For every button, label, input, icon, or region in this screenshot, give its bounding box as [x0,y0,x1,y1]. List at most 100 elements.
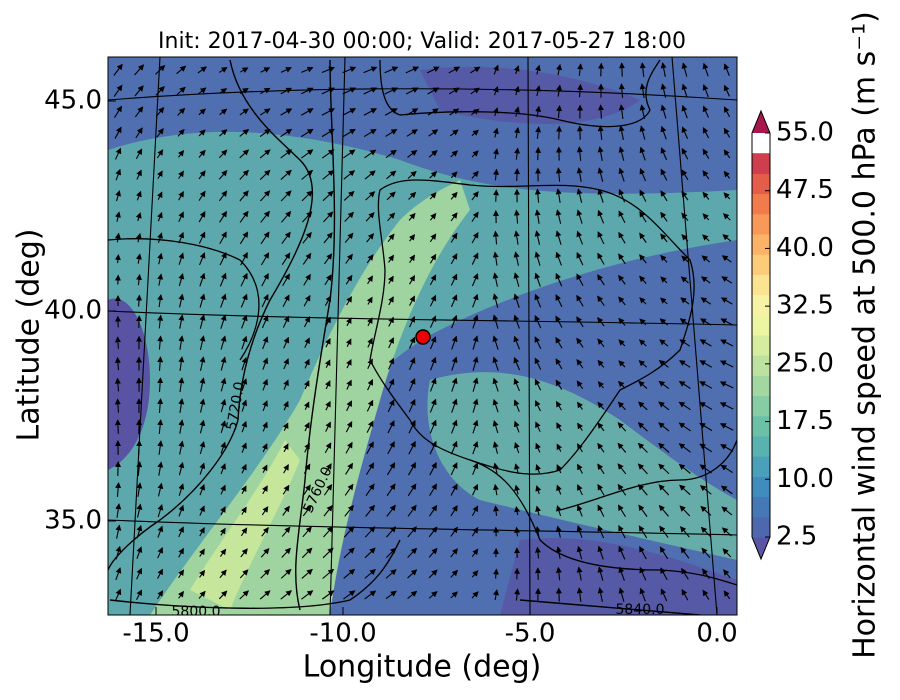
wind-arrow [115,190,121,202]
wind-arrow [576,504,583,517]
wind-arrow [618,104,625,119]
wind-arrow [513,251,520,266]
wind-arrow [302,505,312,517]
wind-arrow [178,272,185,287]
wind-arrow [345,338,352,347]
wind-arrow [260,252,270,266]
wind-arrow [450,294,458,308]
wind-arrow [157,504,164,518]
wind-arrow [450,171,458,179]
wind-arrow [114,126,122,139]
x-tick-label: -15.0 [122,619,189,649]
wind-arrow [513,314,520,329]
wind-arrow [450,591,458,599]
wind-arrow [177,107,186,116]
wind-arrow [156,191,163,200]
wind-arrow [343,547,355,559]
wind-arrow [155,85,165,96]
wind-arrow [534,251,541,266]
wind-arrow [280,568,292,579]
wind-arrow [321,108,335,116]
wind-arrow [136,461,143,476]
wind-arrow [365,483,375,496]
wind-arrow [681,62,688,77]
wind-arrow [597,504,605,517]
wind-arrow [343,170,356,180]
wind-arrow [471,129,479,137]
wind-arrow [429,253,437,264]
wind-arrow [239,231,249,245]
wind-arrow [301,590,314,600]
wind-arrow [555,525,562,538]
wind-arrow [597,463,605,475]
graticule [108,57,737,615]
wind-arrow [723,127,731,138]
wind-arrow [408,212,416,221]
wind-arrow [450,253,458,265]
wind-arrow [114,419,121,434]
wind-arrow [492,377,499,392]
wind-arrow [556,400,562,411]
wind-arrow [618,317,626,326]
wind-arrow [617,463,627,475]
wind-arrow [513,356,521,371]
wind-arrow [115,211,121,222]
wind-arrow [386,191,396,201]
wind-arrow [576,167,583,182]
wind-arrow [199,548,205,557]
wind-arrow [658,442,670,453]
wind-arrow [157,273,164,286]
wind-arrow [597,566,604,581]
wind-arrow [282,273,290,287]
wind-arrow [471,252,479,265]
wind-arrow [555,358,563,370]
wind-arrow [300,108,314,116]
wind-arrow [493,589,499,601]
wind-arrow [660,276,668,284]
wind-arrow [321,149,335,159]
wind-arrow [261,506,269,516]
wind-arrow [135,127,143,139]
wind-arrow [343,590,356,600]
wind-arrow [280,149,293,159]
wind-arrow [493,64,499,75]
wind-arrow [219,569,227,579]
wind-arrow [344,504,354,517]
wind-arrow [555,294,563,308]
wind-arrow [384,66,399,74]
wind-arrow [260,67,271,73]
wind-arrow [323,526,334,538]
wind-arrow [136,294,143,307]
wind-arrow [323,232,333,244]
wind-arrow [324,274,332,286]
wind-arrow [219,108,228,116]
wind-arrow [680,276,689,284]
wind-arrow [408,357,416,371]
wind-arrow [429,419,437,434]
wind-arrow [178,440,185,455]
wind-arrow [451,398,458,413]
contour-label: 5840.0 [616,602,665,618]
wind-arrow [597,359,605,368]
wind-arrow [157,568,163,579]
wind-arrow [721,255,732,263]
wind-arrow [556,422,562,432]
wind-arrow [576,273,584,286]
wind-arrow [555,251,562,266]
colorbar-band [752,375,770,397]
wind-arrow [451,356,458,371]
wind-arrow [513,293,520,308]
wind-arrow [178,526,184,538]
wind-arrow [428,547,438,558]
y-tick-label: 45.0 [44,86,102,116]
colorbar-label: Horizontal wind speed at 500.0 hPa (m s⁻… [848,11,883,659]
wind-arrow [472,293,479,308]
wind-arrow [450,440,458,455]
wind-arrow [618,125,625,140]
wind-arrow [617,442,627,453]
wind-arrow [450,150,459,158]
wind-arrow [283,358,289,370]
wind-arrow [678,380,691,389]
wind-arrow [178,252,185,265]
wind-arrow [639,318,647,326]
